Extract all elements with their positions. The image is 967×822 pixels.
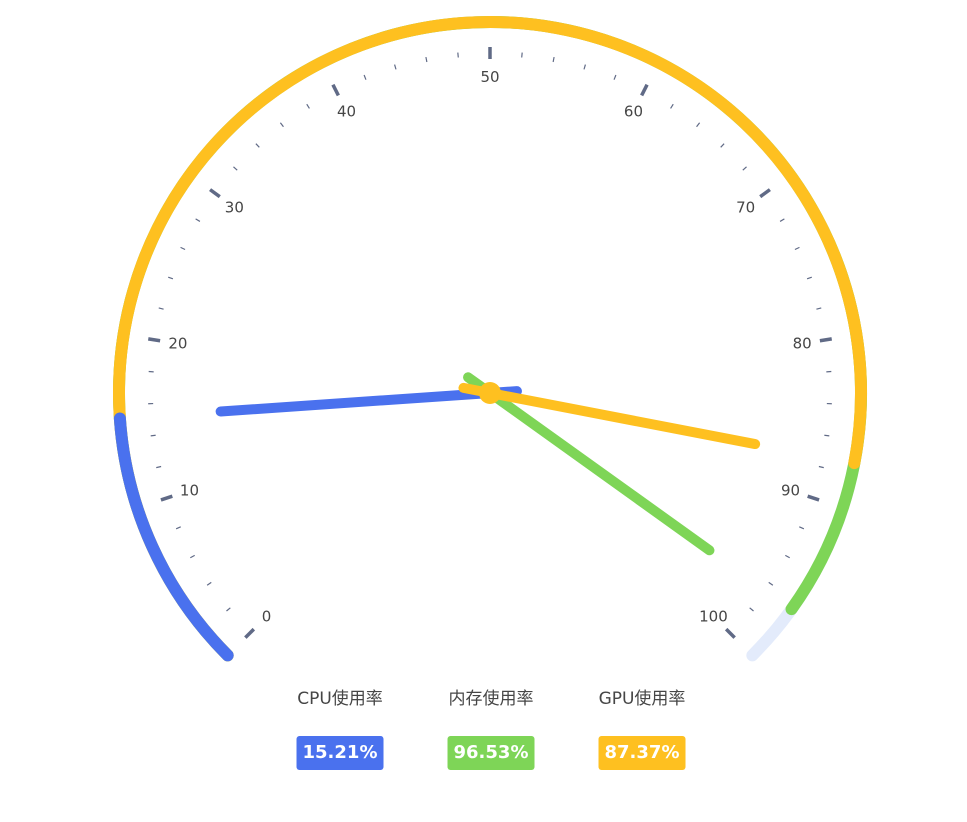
minor-tick (818, 465, 824, 469)
minor-tick (206, 581, 212, 586)
needle-memory (463, 372, 715, 556)
minor-tick (168, 276, 174, 280)
minor-tick (195, 218, 201, 222)
major-tick (759, 188, 771, 199)
tick-label-80: 80 (793, 335, 812, 353)
tick-label-20: 20 (168, 335, 187, 353)
minor-tick (742, 166, 747, 171)
tick-label-0: 0 (262, 607, 272, 625)
minor-tick (613, 74, 617, 80)
minor-tick (583, 64, 586, 70)
minor-tick (233, 166, 238, 171)
progress-arc-gpu (113, 16, 867, 662)
minor-tick (824, 434, 830, 437)
minor-tick (799, 526, 805, 530)
tick-label-30: 30 (225, 198, 244, 216)
minor-tick (816, 307, 822, 310)
minor-tick (720, 143, 725, 148)
minor-tick (306, 103, 310, 109)
major-tick (244, 627, 256, 639)
major-tick (147, 337, 161, 343)
major-tick (807, 494, 820, 502)
minor-tick (749, 607, 754, 612)
minor-tick (696, 122, 701, 128)
major-tick (209, 188, 221, 199)
needle-gpu (458, 382, 761, 450)
minor-tick (785, 554, 790, 559)
needle-cpu (215, 386, 522, 417)
major-tick (724, 627, 736, 639)
minor-tick (156, 465, 162, 469)
minor-tick (363, 74, 367, 80)
tick-label-60: 60 (624, 102, 643, 120)
progress-arc-cpu (113, 412, 234, 662)
minor-tick (158, 307, 164, 310)
major-tick (640, 83, 649, 97)
minor-tick (425, 56, 428, 63)
minor-tick (255, 143, 260, 148)
major-tick (160, 494, 173, 502)
minor-tick (394, 64, 397, 70)
minor-tick (180, 246, 186, 251)
minor-tick (175, 526, 181, 530)
tick-label-90: 90 (781, 482, 800, 500)
major-tick (819, 337, 833, 343)
tick-label-40: 40 (337, 102, 356, 120)
minor-tick (226, 607, 231, 612)
minor-tick (552, 56, 555, 63)
minor-tick (279, 122, 284, 128)
minor-tick (794, 246, 800, 251)
progress-arc-memory (113, 16, 867, 662)
minor-tick (779, 218, 785, 222)
major-tick (331, 83, 340, 97)
tick-label-100: 100 (699, 607, 728, 625)
tick-label-70: 70 (736, 198, 755, 216)
minor-tick (150, 434, 156, 437)
gauge-track (113, 16, 867, 662)
needle-center-cap (479, 382, 501, 404)
tick-label-50: 50 (480, 68, 499, 86)
minor-tick (768, 581, 774, 586)
minor-tick (806, 276, 812, 280)
tick-label-10: 10 (180, 482, 199, 500)
minor-tick (670, 103, 674, 109)
minor-tick (190, 554, 195, 559)
